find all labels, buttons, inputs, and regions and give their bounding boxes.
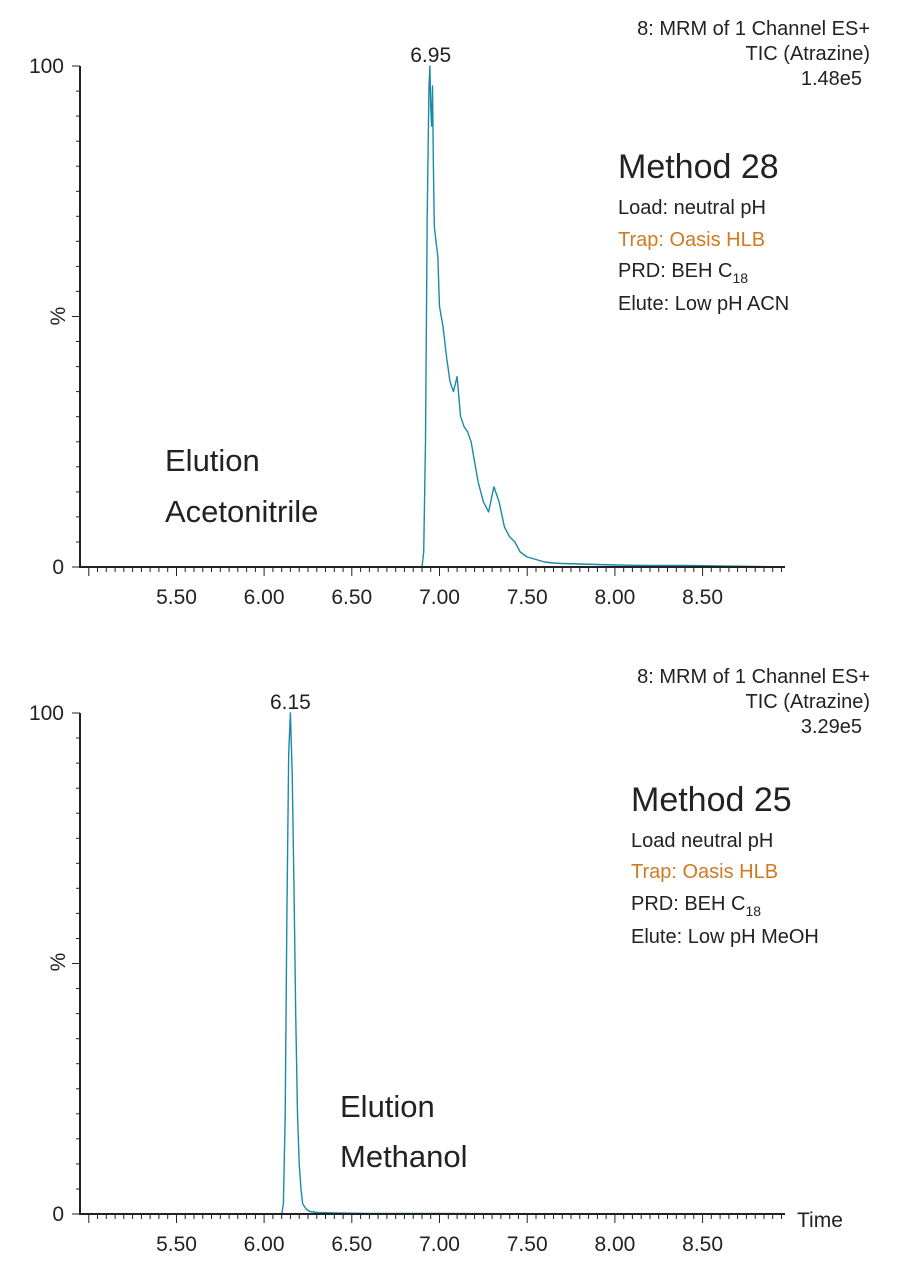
method-prd: PRD: BEH C18 [631, 893, 761, 919]
x-tick-label: 7.50 [507, 1233, 548, 1256]
method-load: Load neutral pH [631, 830, 773, 852]
method-title: Method 25 [631, 781, 792, 819]
tick-labels: 5.50 6.00 6.50 7.00 7.50 8.00 8.50 0 100 [29, 702, 723, 1256]
y-tick-label: 100 [29, 55, 64, 78]
x-tick-label: 8.00 [594, 586, 635, 609]
header-line-3: 1.48e5 [801, 68, 862, 90]
header-line-1: 8: MRM of 1 Channel ES+ [637, 666, 870, 688]
method-prd-prefix: PRD: BEH C [631, 893, 745, 915]
peak-label: 6.15 [270, 691, 311, 714]
tick-labels: 5.50 6.00 6.50 7.00 7.50 8.00 8.50 0 100 [29, 55, 723, 609]
chart-panel-method-28: 8: MRM of 1 Channel ES+ TIC (Atrazine) 1… [29, 18, 870, 609]
method-prd-subscript: 18 [745, 903, 761, 919]
y-tick-label: 100 [29, 702, 64, 725]
method-elute: Elute: Low pH MeOH [631, 926, 819, 948]
x-axis-label: Time [797, 1209, 843, 1232]
x-tick-label: 8.50 [682, 586, 723, 609]
method-load: Load: neutral pH [618, 197, 766, 219]
method-trap: Trap: Oasis HLB [618, 229, 765, 251]
elution-line-2: Acetonitrile [165, 494, 318, 529]
chromatogram-trace [80, 65, 786, 568]
elution-line-2: Methanol [340, 1139, 468, 1174]
y-tick-label: 0 [52, 556, 64, 579]
x-tick-label: 6.00 [244, 586, 285, 609]
x-tick-label: 8.00 [594, 1233, 635, 1256]
x-tick-label: 6.50 [331, 1233, 372, 1256]
header-line-3: 3.29e5 [801, 716, 862, 738]
x-tick-label: 7.00 [419, 586, 460, 609]
y-axis-label: % [47, 953, 70, 972]
method-prd-subscript: 18 [732, 270, 748, 286]
elution-line-1: Elution [340, 1089, 435, 1124]
method-elute: Elute: Low pH ACN [618, 293, 789, 315]
x-tick-label: 5.50 [156, 586, 197, 609]
axes [79, 713, 785, 1215]
x-tick-label: 6.00 [244, 1233, 285, 1256]
x-tick-label: 8.50 [682, 1233, 723, 1256]
header-line-2: TIC (Atrazine) [746, 691, 870, 713]
method-prd-prefix: PRD: BEH C [618, 260, 732, 282]
header-line-1: 8: MRM of 1 Channel ES+ [637, 18, 870, 40]
axes [79, 66, 785, 568]
x-tick-label: 7.00 [419, 1233, 460, 1256]
method-title: Method 28 [618, 148, 779, 186]
chart-panel-method-25: 8: MRM of 1 Channel ES+ TIC (Atrazine) 3… [29, 666, 870, 1256]
peak-label: 6.95 [410, 44, 451, 67]
x-tick-label: 7.50 [507, 586, 548, 609]
x-tick-label: 5.50 [156, 1233, 197, 1256]
y-axis-label: % [47, 307, 70, 326]
y-tick-label: 0 [52, 1203, 64, 1226]
x-tick-label: 6.50 [331, 586, 372, 609]
elution-line-1: Elution [165, 443, 260, 478]
method-prd: PRD: BEH C18 [618, 260, 748, 286]
header-line-2: TIC (Atrazine) [746, 43, 870, 65]
method-trap: Trap: Oasis HLB [631, 861, 778, 883]
